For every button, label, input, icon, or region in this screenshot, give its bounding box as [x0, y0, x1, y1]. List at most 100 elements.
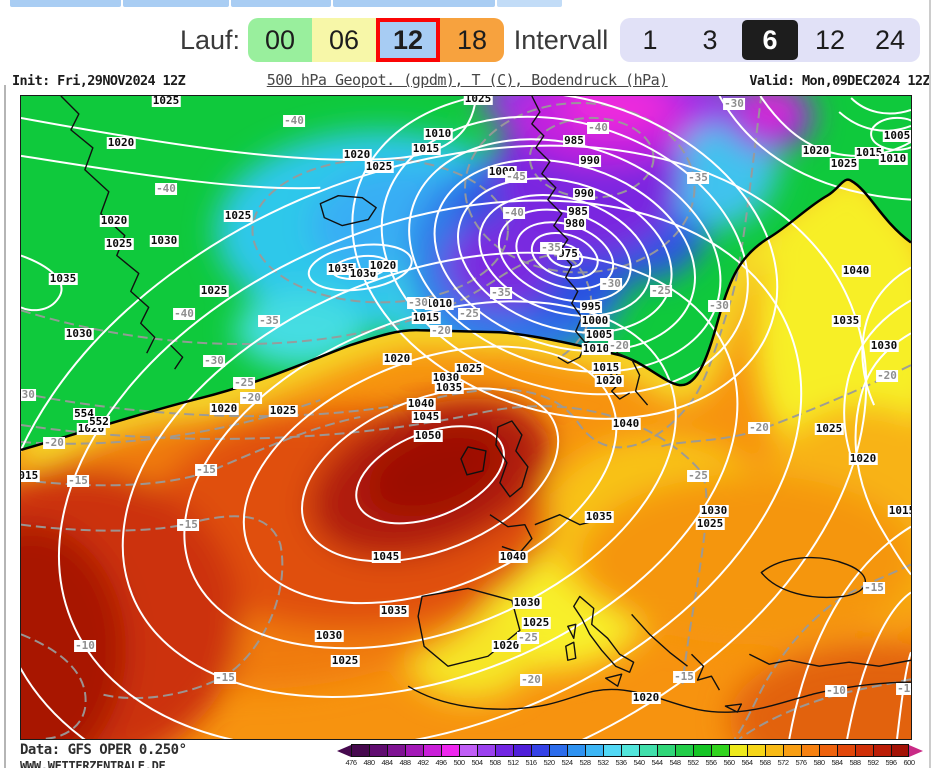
pressure-label: 1030 — [512, 596, 542, 609]
pressure-label: 1020 — [631, 691, 661, 704]
colorbar-segment — [837, 744, 855, 757]
pressure-label: 1015 — [411, 311, 441, 324]
temperature-label: -25 — [687, 469, 709, 482]
colorbar-segment — [477, 744, 495, 757]
run-button-12[interactable]: 12 — [376, 18, 440, 62]
colorbar-value: 560 — [723, 758, 735, 767]
pressure-label: 1035 — [48, 272, 78, 285]
pressure-label: 1025 — [454, 362, 484, 375]
map-label-layer: 1025 1025 1020 1020 1025 1010 1015 985 990 1000 99… — [21, 96, 911, 739]
pressure-label: 1025 — [268, 404, 298, 417]
valid-datetime: Valid: Mon,09DEC2024 12Z — [749, 73, 930, 89]
temperature-label: -10 — [825, 684, 847, 697]
colorbar-value: 592 — [867, 758, 879, 767]
run-button-00[interactable]: 00 — [248, 18, 312, 62]
colorbar-segment — [765, 744, 783, 757]
colorbar-segment — [531, 744, 549, 757]
pressure-label: 1035 — [831, 314, 861, 327]
temperature-label: -40 — [283, 114, 305, 127]
colorbar-value: 564 — [741, 758, 753, 767]
pressure-label: 1010 — [423, 127, 453, 140]
colorbar-right-arrow — [909, 744, 923, 757]
colorbar-segment — [693, 744, 711, 757]
init-datetime: Init: Fri,29NOV2024 12Z — [12, 73, 186, 89]
colorbar-left-arrow — [337, 744, 351, 757]
pressure-label: 1035 — [326, 262, 356, 275]
time-step-button-1[interactable] — [123, 0, 229, 7]
geopotential-label: 552 — [88, 415, 110, 428]
colorbar-value: 580 — [813, 758, 825, 767]
time-step-button-2[interactable] — [231, 0, 331, 7]
colorbar-value: 544 — [651, 758, 663, 767]
interval-button-group: 1 3 6 12 24 — [620, 18, 920, 62]
run-button-18[interactable]: 18 — [440, 18, 504, 62]
temperature-label: -20 — [608, 339, 630, 352]
data-source-text: Data: GFS OPER 0.250° — [20, 742, 187, 758]
colorbar-segment — [891, 744, 909, 757]
colorbar-segment — [855, 744, 873, 757]
pressure-label: 1040 — [406, 397, 436, 410]
pressure-label: 1025 — [521, 616, 551, 629]
pressure-label: 1000 — [580, 314, 610, 327]
time-step-button-4[interactable] — [497, 0, 562, 7]
colorbar-values: 476 480 484 488 492 496 500 504 508 512 516 520 524 5… — [337, 758, 927, 768]
pressure-label: 1015 — [21, 470, 40, 482]
run-button-06[interactable]: 06 — [312, 18, 376, 62]
colorbar-value: 552 — [687, 758, 699, 767]
colorbar-value: 500 — [453, 758, 465, 767]
time-step-button-3[interactable] — [333, 0, 495, 7]
pressure-label: 1020 — [848, 452, 878, 465]
colorbar-segment — [423, 744, 441, 757]
interval-button-label: 12 — [814, 24, 846, 55]
pressure-label: 1020 — [106, 136, 136, 149]
interval-button-1[interactable]: 1 — [620, 18, 680, 62]
colorbar-value: 484 — [381, 758, 393, 767]
temperature-label: -20 — [430, 324, 452, 337]
colorbar-segment — [729, 744, 747, 757]
pressure-label: 1035 — [584, 510, 614, 523]
colorbar-segment — [513, 744, 531, 757]
temperature-label: -20 — [520, 673, 542, 686]
pressure-label: 985 — [567, 205, 589, 218]
temperature-label: -45 — [505, 170, 527, 183]
temperature-label: -10 — [896, 683, 911, 695]
colorbar-value: 572 — [777, 758, 789, 767]
pressure-label: 985 — [563, 134, 585, 147]
colorbar-segment — [873, 744, 891, 757]
time-step-button-0[interactable] — [10, 0, 121, 7]
colorbar-value: 476 — [345, 758, 357, 767]
colorbar-value: 548 — [669, 758, 681, 767]
pressure-label: 1025 — [330, 654, 360, 667]
pressure-label: 1020 — [382, 352, 412, 365]
interval-button-label: 6 — [742, 20, 798, 60]
colorbar-segment — [585, 744, 603, 757]
interval-button-24[interactable]: 24 — [860, 18, 920, 62]
pressure-label: 1010 — [878, 152, 908, 165]
temperature-label: -30 — [708, 299, 730, 312]
temperature-label: -15 — [673, 670, 695, 683]
interval-button-12[interactable]: 12 — [800, 18, 860, 62]
pressure-label: 1045 — [411, 410, 441, 423]
pressure-label: 1030 — [64, 327, 94, 340]
run-label: Lauf: — [179, 25, 240, 55]
interval-button-6[interactable]: 6 — [740, 18, 800, 62]
colorbar-segment — [621, 744, 639, 757]
temperature-label: -25 — [233, 376, 255, 389]
colorbar-value: 504 — [471, 758, 483, 767]
temperature-label: -10 — [74, 639, 96, 652]
pressure-label: 1050 — [413, 429, 443, 442]
colorbar-value: 488 — [399, 758, 411, 767]
pressure-label: 1020 — [594, 374, 624, 387]
temperature-label: -35 — [258, 314, 280, 327]
temperature-label: -35 — [540, 241, 562, 254]
page-scrollbar[interactable] — [929, 0, 931, 768]
pressure-label: 1035 — [379, 604, 409, 617]
colorbar-segment — [441, 744, 459, 757]
colorbar-segment — [549, 744, 567, 757]
website-text: WWW.WETTERZENTRALE.DE — [20, 759, 166, 768]
pressure-label: 1020 — [342, 148, 372, 161]
interval-button-3[interactable]: 3 — [680, 18, 740, 62]
interval-label: Intervall — [513, 25, 609, 55]
colorbar-value: 512 — [507, 758, 519, 767]
pressure-label: 1035 — [434, 381, 464, 394]
